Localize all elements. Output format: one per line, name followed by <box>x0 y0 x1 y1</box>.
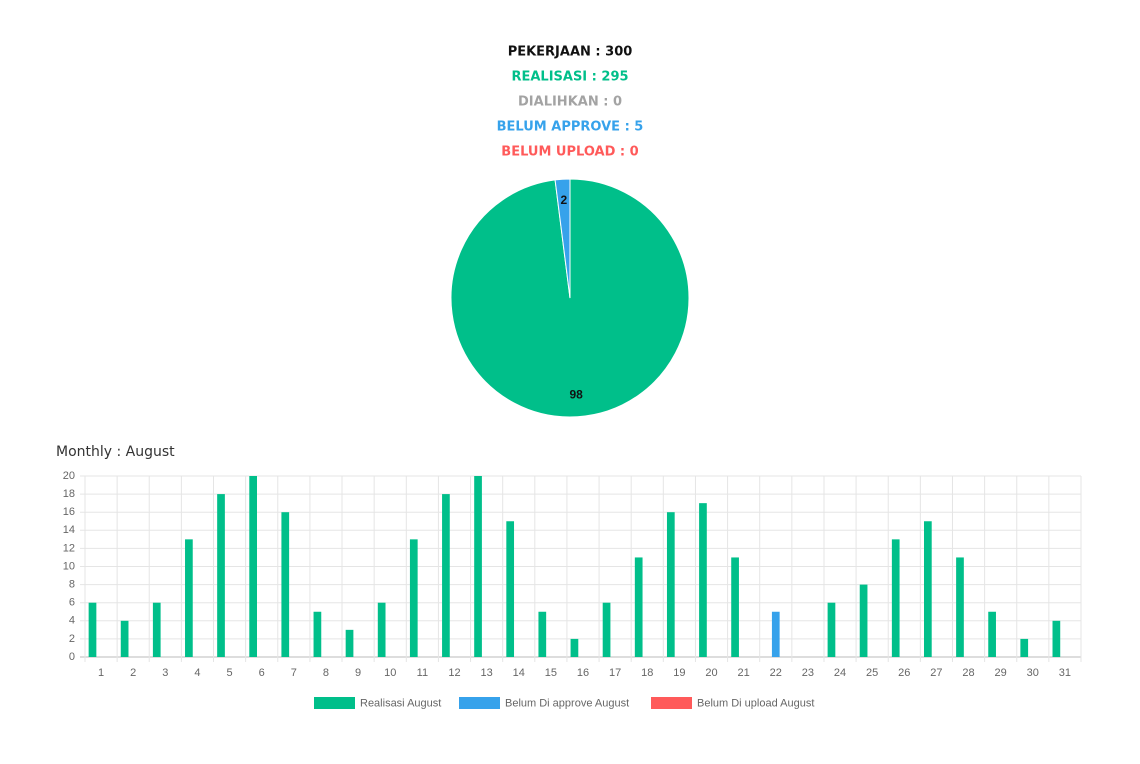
y-tick-label: 8 <box>69 579 75 591</box>
x-tick-label: 15 <box>545 667 557 679</box>
summary-line: REALISASI : 295 <box>511 70 628 85</box>
bar <box>634 557 643 657</box>
x-tick-label: 30 <box>1027 667 1039 679</box>
bar <box>313 611 322 657</box>
bar <box>1052 620 1061 657</box>
legend-label: Belum Di upload August <box>697 697 814 709</box>
summary-line: BELUM APPROVE : 5 <box>497 120 644 135</box>
bar <box>988 611 996 657</box>
x-tick-label: 8 <box>323 667 329 679</box>
bar <box>827 602 836 657</box>
x-tick-label: 22 <box>770 667 782 679</box>
bar <box>152 602 161 657</box>
y-tick-label: 10 <box>63 560 75 572</box>
bar <box>377 602 386 657</box>
y-tick-label: 18 <box>63 488 75 500</box>
slice-label: 98 <box>569 388 583 402</box>
x-tick-label: 29 <box>995 667 1007 679</box>
y-tick-label: 12 <box>63 542 75 554</box>
bar <box>120 620 129 657</box>
x-tick-label: 9 <box>355 667 361 679</box>
bar <box>731 557 739 657</box>
bar <box>345 629 354 657</box>
x-tick-label: 20 <box>705 667 717 679</box>
bar <box>771 611 780 657</box>
bar <box>956 557 964 657</box>
chart-title: Monthly : August <box>56 444 175 460</box>
x-tick-label: 10 <box>384 667 396 679</box>
x-tick-label: 21 <box>738 667 750 679</box>
x-tick-label: 14 <box>513 667 525 679</box>
bar <box>602 602 611 657</box>
y-tick-label: 14 <box>63 524 75 536</box>
x-tick-label: 2 <box>130 667 136 679</box>
x-tick-label: 27 <box>930 667 942 679</box>
summary-line: PEKERJAAN : 300 <box>508 45 633 60</box>
x-tick-label: 16 <box>577 667 589 679</box>
bar <box>281 512 290 657</box>
y-tick-label: 4 <box>69 615 75 627</box>
y-tick-label: 20 <box>63 470 75 482</box>
bar <box>442 494 450 657</box>
bar <box>1020 638 1029 657</box>
bar <box>570 638 579 657</box>
legend-label: Belum Di approve August <box>505 697 629 709</box>
x-tick-label: 5 <box>227 667 233 679</box>
x-tick-label: 26 <box>898 667 910 679</box>
y-tick-label: 2 <box>69 633 75 645</box>
slice-label: 2 <box>561 193 568 207</box>
x-tick-label: 11 <box>417 667 428 679</box>
y-tick-label: 16 <box>63 506 75 518</box>
x-tick-label: 4 <box>194 667 200 679</box>
bar <box>409 539 418 657</box>
y-tick-label: 0 <box>69 651 75 663</box>
bar <box>666 512 675 657</box>
bar <box>538 611 547 657</box>
x-tick-label: 12 <box>448 667 460 679</box>
x-tick-label: 28 <box>962 667 974 679</box>
y-tick-label: 6 <box>69 597 75 609</box>
bar <box>923 521 932 657</box>
bar <box>88 602 97 657</box>
summary-line: DIALIHKAN : 0 <box>518 95 622 110</box>
legend-label: Realisasi August <box>360 697 441 709</box>
x-tick-label: 17 <box>609 667 621 679</box>
x-tick-label: 3 <box>162 667 168 679</box>
x-tick-label: 7 <box>291 667 297 679</box>
bar <box>474 476 482 657</box>
bar <box>185 539 193 657</box>
legend-swatch <box>459 697 500 709</box>
bar <box>506 521 515 657</box>
x-tick-label: 31 <box>1059 667 1071 679</box>
x-tick-label: 18 <box>641 667 653 679</box>
bar <box>859 584 868 657</box>
x-tick-label: 23 <box>802 667 814 679</box>
bar <box>217 494 225 657</box>
x-tick-label: 6 <box>259 667 265 679</box>
x-tick-label: 24 <box>834 667 846 679</box>
legend-swatch <box>651 697 692 709</box>
bar <box>699 503 707 657</box>
legend-swatch <box>314 697 355 709</box>
bar <box>249 476 257 657</box>
x-tick-label: 19 <box>673 667 685 679</box>
summary-line: BELUM UPLOAD : 0 <box>501 145 638 160</box>
x-tick-label: 25 <box>866 667 878 679</box>
bar <box>891 539 900 657</box>
x-tick-label: 1 <box>98 667 104 679</box>
pie-slice <box>554 178 571 299</box>
x-tick-label: 13 <box>480 667 492 679</box>
